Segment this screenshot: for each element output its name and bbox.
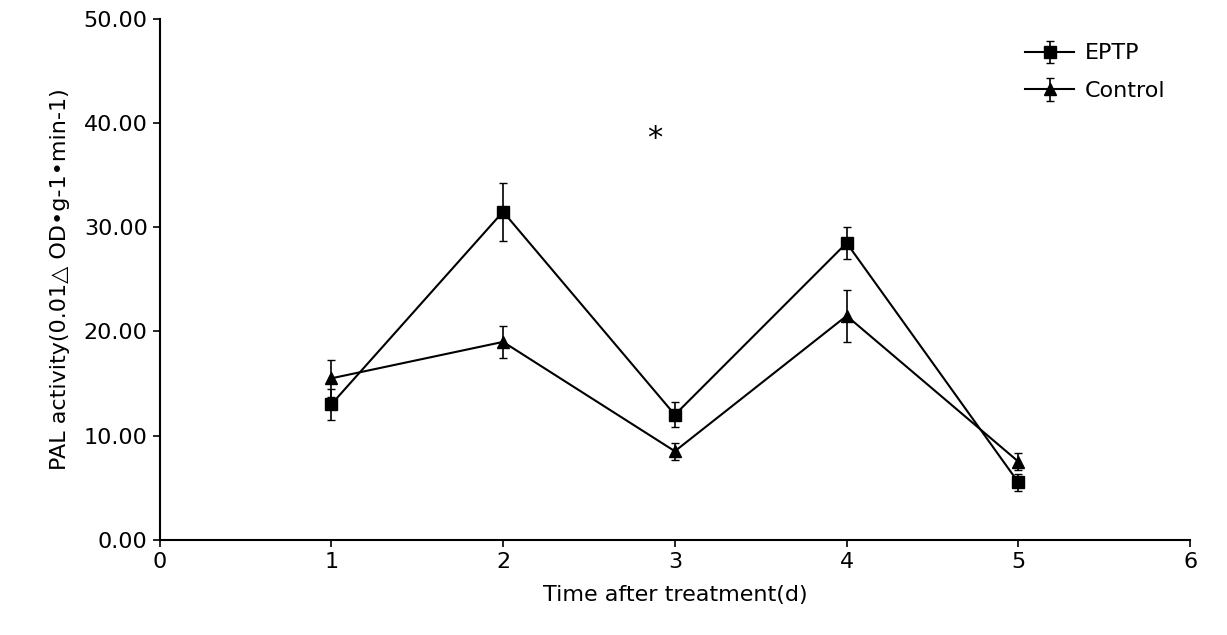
Y-axis label: PAL activity(0.01△ OD•g-1•min-1): PAL activity(0.01△ OD•g-1•min-1) (50, 88, 70, 471)
Legend: EPTP, Control: EPTP, Control (1012, 30, 1179, 114)
Text: *: * (647, 124, 661, 153)
X-axis label: Time after treatment(d): Time after treatment(d) (542, 585, 807, 605)
